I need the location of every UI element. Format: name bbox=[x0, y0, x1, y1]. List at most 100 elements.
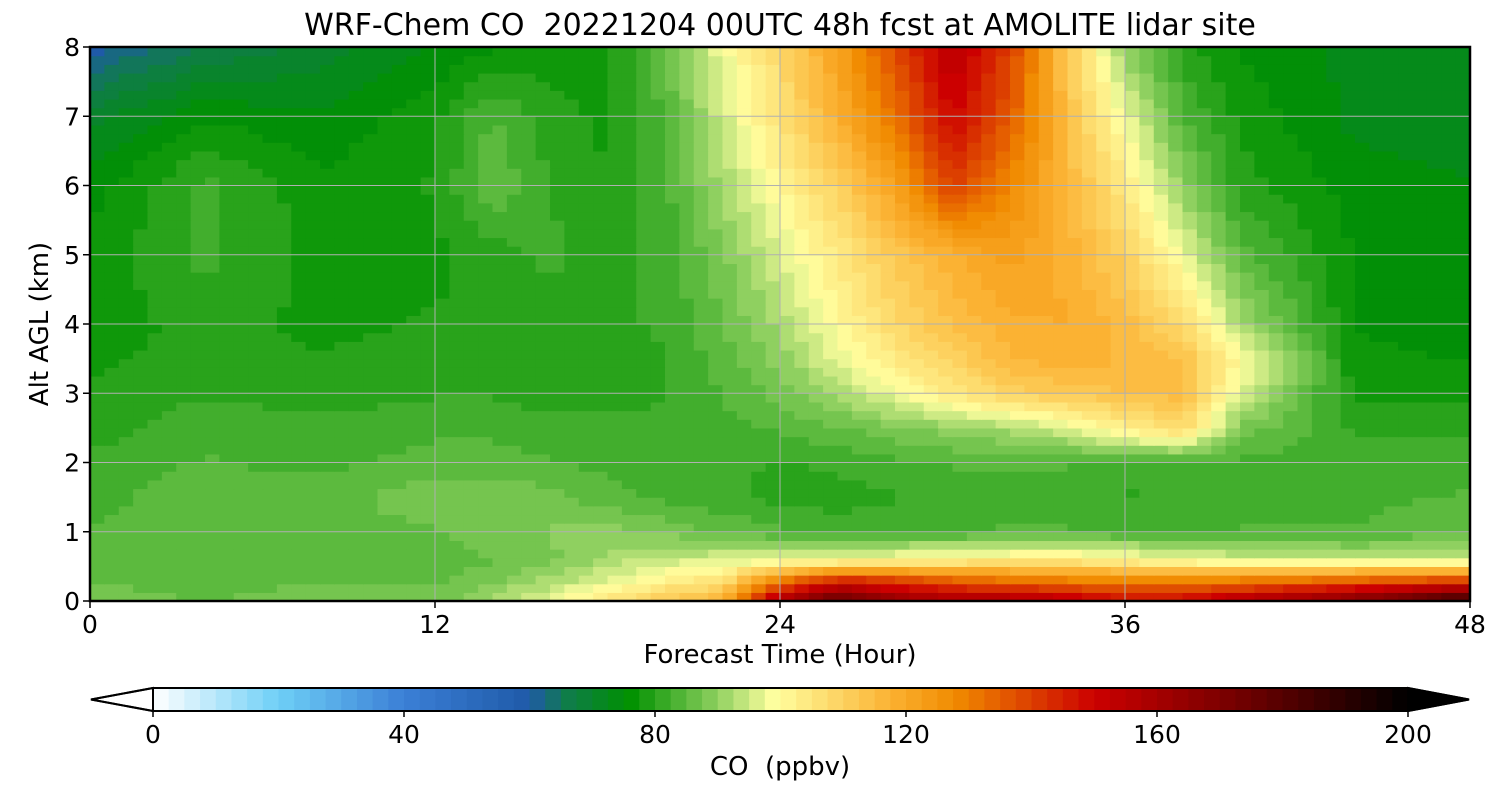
heatmap-cell bbox=[895, 393, 910, 403]
heatmap-cell bbox=[636, 540, 652, 550]
heatmap-cell bbox=[981, 453, 997, 464]
heatmap-cell bbox=[578, 228, 594, 239]
heatmap-cell bbox=[909, 505, 925, 516]
heatmap-cell bbox=[693, 272, 709, 282]
heatmap-cell bbox=[118, 228, 134, 239]
heatmap-cell bbox=[895, 445, 910, 455]
heatmap-cell bbox=[851, 168, 867, 178]
heatmap-cell bbox=[133, 194, 149, 204]
heatmap-cell bbox=[1355, 367, 1370, 377]
heatmap-cell bbox=[506, 211, 522, 221]
heatmap-cell bbox=[1355, 592, 1370, 601]
heatmap-cell bbox=[363, 194, 379, 204]
heatmap-cell bbox=[133, 176, 149, 187]
heatmap-cell bbox=[1283, 358, 1299, 368]
heatmap-cell bbox=[104, 332, 120, 342]
heatmap-cell bbox=[1139, 298, 1155, 308]
heatmap-cell bbox=[1196, 393, 1212, 403]
heatmap-cell bbox=[219, 410, 235, 420]
heatmap-cell bbox=[909, 263, 925, 273]
heatmap-cell bbox=[276, 315, 292, 325]
heatmap-cell bbox=[808, 427, 824, 438]
heatmap-cell bbox=[1441, 315, 1457, 325]
heatmap-cell bbox=[1024, 332, 1040, 342]
heatmap-cell bbox=[665, 540, 680, 550]
heatmap-cell bbox=[895, 263, 910, 273]
heatmap-cell bbox=[895, 384, 910, 394]
heatmap-cell bbox=[952, 557, 968, 567]
heatmap-cell bbox=[895, 315, 910, 325]
heatmap-cell bbox=[176, 531, 192, 542]
heatmap-cell bbox=[550, 445, 565, 455]
heatmap-cell bbox=[348, 514, 364, 524]
heatmap-cell bbox=[190, 427, 206, 438]
heatmap-cell bbox=[348, 263, 364, 273]
heatmap-cell bbox=[823, 272, 839, 282]
heatmap-cell bbox=[205, 419, 220, 429]
heatmap-cell bbox=[909, 246, 925, 256]
heatmap-cell bbox=[1369, 462, 1385, 472]
heatmap-cell bbox=[564, 272, 580, 282]
heatmap-cell bbox=[1268, 514, 1284, 524]
heatmap-cell bbox=[521, 237, 537, 247]
heatmap-cell bbox=[1053, 202, 1069, 213]
heatmap-cell bbox=[435, 479, 450, 490]
heatmap-cell bbox=[1297, 393, 1313, 403]
heatmap-cell bbox=[1455, 514, 1470, 524]
heatmap-cell bbox=[1340, 254, 1356, 265]
heatmap-cell bbox=[492, 168, 508, 178]
heatmap-cell bbox=[420, 246, 436, 256]
heatmap-cell bbox=[593, 479, 609, 490]
heatmap-cell bbox=[1369, 471, 1385, 481]
heatmap-cell bbox=[233, 185, 249, 195]
heatmap-cell bbox=[406, 531, 422, 542]
heatmap-cell bbox=[535, 150, 551, 161]
heatmap-cell bbox=[1268, 471, 1284, 481]
heatmap-cell bbox=[995, 194, 1011, 204]
heatmap-cell bbox=[952, 549, 968, 559]
heatmap-cell bbox=[851, 289, 867, 299]
heatmap-cell bbox=[708, 220, 724, 230]
heatmap-cell bbox=[334, 237, 350, 247]
heatmap-cell bbox=[1067, 220, 1083, 230]
heatmap-cell bbox=[219, 176, 235, 187]
heatmap-cell bbox=[736, 185, 752, 195]
heatmap-cell bbox=[679, 540, 695, 550]
heatmap-cell bbox=[1053, 185, 1069, 195]
heatmap-cell bbox=[449, 237, 465, 247]
heatmap-cell bbox=[118, 401, 134, 412]
heatmap-cell bbox=[334, 592, 350, 601]
heatmap-cell bbox=[1153, 315, 1169, 325]
heatmap-cell bbox=[938, 202, 954, 213]
heatmap-cell bbox=[176, 497, 192, 507]
heatmap-cell bbox=[320, 436, 335, 446]
heatmap-cell bbox=[1326, 280, 1342, 290]
heatmap-cell bbox=[923, 488, 939, 498]
heatmap-cell bbox=[1254, 246, 1270, 256]
heatmap-cell bbox=[1125, 566, 1140, 576]
heatmap-cell bbox=[1369, 185, 1385, 195]
heatmap-cell bbox=[320, 263, 335, 273]
heatmap-cell bbox=[736, 272, 752, 282]
heatmap-cell bbox=[1340, 479, 1356, 490]
heatmap-cell bbox=[276, 159, 292, 169]
heatmap-cell bbox=[1398, 497, 1414, 507]
heatmap-cell bbox=[995, 220, 1011, 230]
heatmap-cell bbox=[147, 497, 163, 507]
heatmap-cell bbox=[478, 367, 494, 377]
heatmap-cell bbox=[1182, 332, 1198, 342]
heatmap-cell bbox=[981, 566, 997, 576]
heatmap-cell bbox=[1340, 462, 1356, 472]
heatmap-cell bbox=[866, 436, 882, 446]
heatmap-cell bbox=[938, 150, 954, 161]
heatmap-cell bbox=[665, 280, 680, 290]
heatmap-cell bbox=[1038, 575, 1054, 585]
heatmap-cell bbox=[1067, 289, 1083, 299]
heatmap-cell bbox=[176, 176, 192, 187]
heatmap-cell bbox=[1441, 505, 1457, 516]
heatmap-cell bbox=[1412, 367, 1428, 377]
heatmap-cell bbox=[607, 540, 623, 550]
heatmap-cell bbox=[1455, 237, 1470, 247]
heatmap-cell bbox=[219, 272, 235, 282]
heatmap-cell bbox=[578, 168, 594, 178]
